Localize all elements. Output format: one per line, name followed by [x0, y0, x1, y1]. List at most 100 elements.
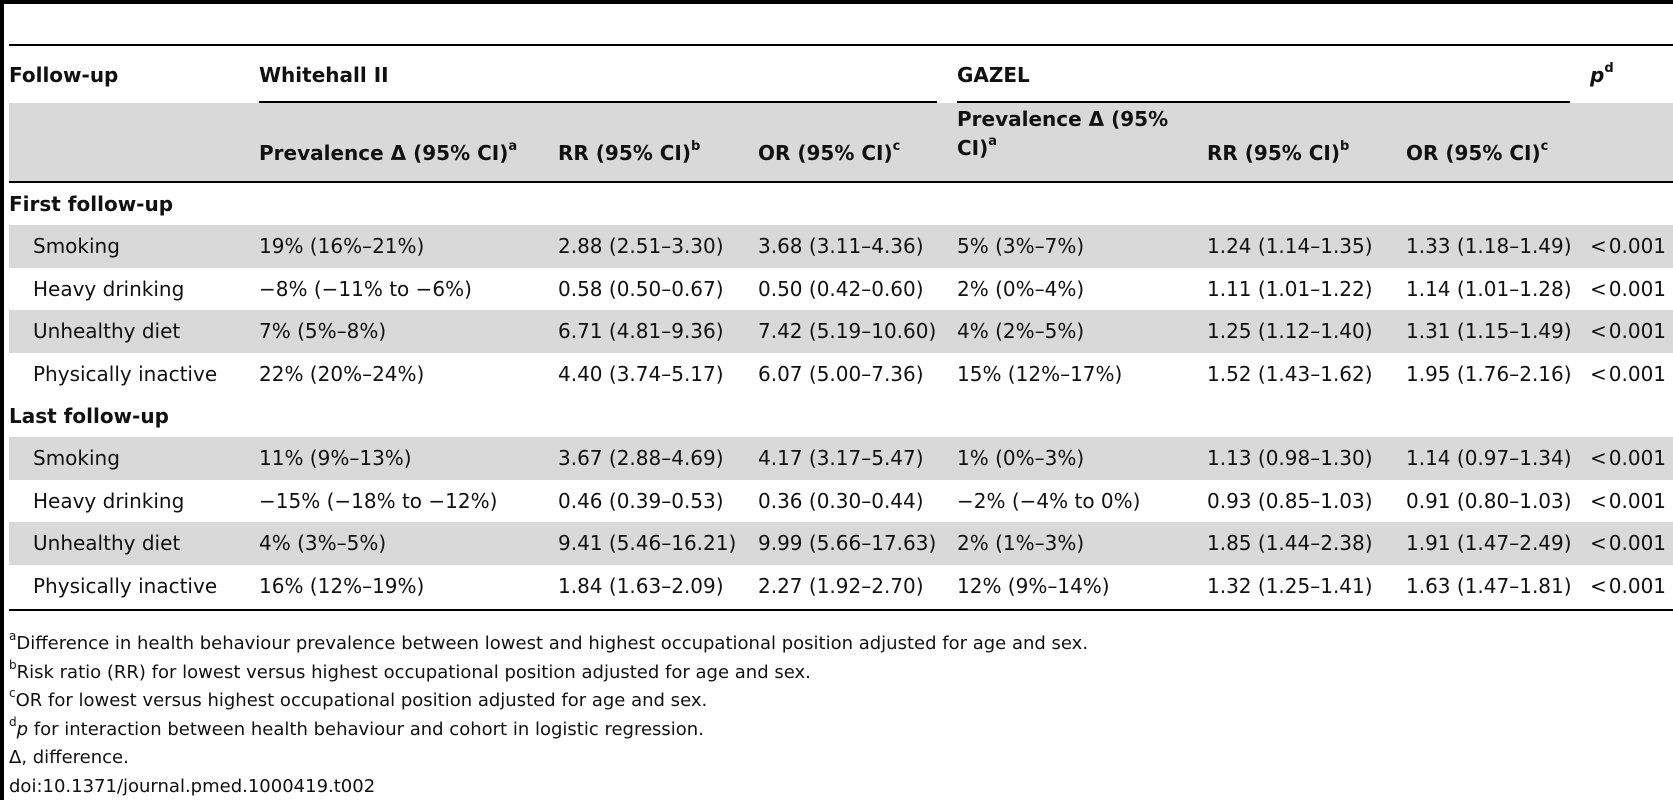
cell-prevalence-gazel: 5% (3%–7%) [957, 234, 1085, 259]
cell-p-value: <0.001 [1590, 268, 1666, 310]
cell-prevalence-gazel: 1% (0%–3%) [957, 446, 1085, 471]
p-value: 0.001 [1608, 531, 1667, 556]
followup-header: Follow-up [9, 63, 119, 87]
row-label: Unhealthy diet [33, 531, 181, 556]
cell-p-value: <0.001 [1590, 480, 1666, 522]
cell-p-value: <0.001 [1590, 522, 1666, 564]
footnote-text: for interaction between health behaviour… [28, 718, 704, 740]
row-label: Heavy drinking [33, 276, 185, 301]
footnote-text: OR for lowest versus highest occupationa… [15, 690, 708, 711]
footnote: dp for interaction between health behavi… [9, 716, 704, 744]
cell-or-whitehall: 0.36 (0.30–0.44) [758, 488, 924, 513]
less-than-sign: < [1590, 446, 1607, 471]
cell-or-whitehall: 2.27 (1.92–2.70) [758, 573, 924, 598]
footnote-marker: c [9, 686, 16, 700]
cell-rr-gazel: 1.52 (1.43–1.62) [1207, 361, 1373, 386]
cell-prevalence-gazel: −2% (−4% to 0%) [957, 488, 1141, 513]
cell-or-gazel: 1.63 (1.47–1.81) [1406, 573, 1572, 598]
less-than-sign: < [1590, 319, 1607, 344]
left-border [0, 0, 4, 800]
p-value: 0.001 [1608, 573, 1667, 598]
footnote: cOR for lowest versus highest occupation… [9, 687, 707, 715]
cell-rr-whitehall: 2.88 (2.51–3.30) [558, 234, 724, 259]
section-title: Last follow-up [9, 404, 169, 428]
p-value: 0.001 [1608, 276, 1667, 301]
footnote-marker: a [9, 629, 17, 643]
cell-rr-gazel: 1.25 (1.12–1.40) [1207, 319, 1373, 344]
cell-p-value: <0.001 [1590, 353, 1666, 395]
cell-p-value: <0.001 [1590, 437, 1666, 479]
gazel-underline [957, 101, 1570, 103]
less-than-sign: < [1590, 234, 1607, 259]
col-prevalence-gazel-line2: CI)a [957, 134, 998, 160]
footnote: bRisk ratio (RR) for lowest versus highe… [9, 659, 811, 687]
cell-prevalence-whitehall: 7% (5%–8%) [259, 319, 387, 344]
cell-prevalence-whitehall: 19% (16%–21%) [259, 234, 425, 259]
cell-rr-gazel: 1.13 (0.98–1.30) [1207, 446, 1373, 471]
top-border [0, 0, 1673, 4]
cell-or-gazel: 1.14 (0.97–1.34) [1406, 446, 1572, 471]
cell-rr-whitehall: 9.41 (5.46–16.21) [558, 531, 737, 556]
cell-p-value: <0.001 [1590, 225, 1666, 267]
header-bottom-rule [9, 181, 1673, 183]
cell-prevalence-gazel: 4% (2%–5%) [957, 319, 1085, 344]
cell-prevalence-whitehall: −8% (−11% to −6%) [259, 276, 472, 301]
p-value: 0.001 [1608, 488, 1667, 513]
cell-rr-whitehall: 0.46 (0.39–0.53) [558, 488, 724, 513]
footnote-marker: b [9, 657, 17, 672]
col-prevalence-gazel-line1: Prevalence Δ (95% [957, 107, 1169, 131]
cell-prevalence-whitehall: 16% (12%–19%) [259, 573, 425, 598]
cell-or-whitehall: 3.68 (3.11–4.36) [758, 234, 924, 259]
less-than-sign: < [1590, 488, 1607, 513]
cell-or-gazel: 1.95 (1.76–2.16) [1406, 361, 1572, 386]
cell-or-gazel: 1.33 (1.18–1.49) [1406, 234, 1572, 259]
row-label: Unhealthy diet [33, 319, 181, 344]
footnote: aDifference in health behaviour prevalen… [9, 630, 1088, 658]
cell-or-whitehall: 6.07 (5.00–7.36) [758, 361, 924, 386]
cell-rr-whitehall: 4.40 (3.74–5.17) [558, 361, 724, 386]
whitehall-header: Whitehall II [259, 63, 389, 87]
cell-rr-whitehall: 0.58 (0.50–0.67) [558, 276, 724, 301]
col-or-gazel: OR (95% CI)c [1406, 139, 1549, 165]
cell-prevalence-gazel: 15% (12%–17%) [957, 361, 1123, 386]
less-than-sign: < [1590, 573, 1607, 598]
cell-p-value: <0.001 [1590, 310, 1666, 352]
cell-or-gazel: 1.14 (1.01–1.28) [1406, 276, 1572, 301]
col-prevalence-whitehall: Prevalence Δ (95% CI)a [259, 139, 518, 165]
row-label: Physically inactive [33, 361, 218, 386]
cell-or-whitehall: 9.99 (5.66–17.63) [758, 531, 937, 556]
less-than-sign: < [1590, 276, 1607, 301]
row-label: Heavy drinking [33, 488, 185, 513]
cell-prevalence-whitehall: 4% (3%–5%) [259, 531, 387, 556]
cell-rr-whitehall: 3.67 (2.88–4.69) [558, 446, 724, 471]
cell-rr-gazel: 1.32 (1.25–1.41) [1207, 573, 1373, 598]
cell-or-gazel: 1.31 (1.15–1.49) [1406, 319, 1572, 344]
cell-prevalence-whitehall: −15% (−18% to −12%) [259, 488, 498, 513]
footnote-text: doi:10.1371/journal.pmed.1000419.t002 [9, 775, 376, 797]
row-label: Smoking [33, 446, 120, 471]
cell-rr-gazel: 1.11 (1.01–1.22) [1207, 276, 1373, 301]
row-shading [9, 310, 1673, 353]
row-shading [9, 437, 1673, 480]
p-header: pd [1590, 61, 1614, 87]
section-title: First follow-up [9, 192, 174, 216]
col-rr-gazel: RR (95% CI)b [1207, 139, 1350, 165]
table-bottom-rule [9, 609, 1673, 611]
row-shading [9, 522, 1673, 565]
cell-prevalence-gazel: 12% (9%–14%) [957, 573, 1110, 598]
cell-or-gazel: 0.91 (0.80–1.03) [1406, 488, 1572, 513]
cell-or-gazel: 1.91 (1.47–2.49) [1406, 531, 1572, 556]
gazel-header: GAZEL [957, 63, 1030, 87]
footnote: doi:10.1371/journal.pmed.1000419.t002 [9, 773, 375, 801]
footnote-text: Δ, difference. [9, 747, 129, 768]
less-than-sign: < [1590, 361, 1607, 386]
cell-p-value: <0.001 [1590, 565, 1666, 607]
row-shading [9, 225, 1673, 268]
cell-or-whitehall: 4.17 (3.17–5.47) [758, 446, 924, 471]
footnote: Δ, difference. [9, 744, 129, 772]
footnote-text: Difference in health behaviour prevalenc… [16, 633, 1089, 654]
header-top-rule [9, 44, 1673, 46]
whitehall-underline [259, 101, 937, 103]
cell-rr-gazel: 0.93 (0.85–1.03) [1207, 488, 1373, 513]
cell-or-whitehall: 0.50 (0.42–0.60) [758, 276, 924, 301]
